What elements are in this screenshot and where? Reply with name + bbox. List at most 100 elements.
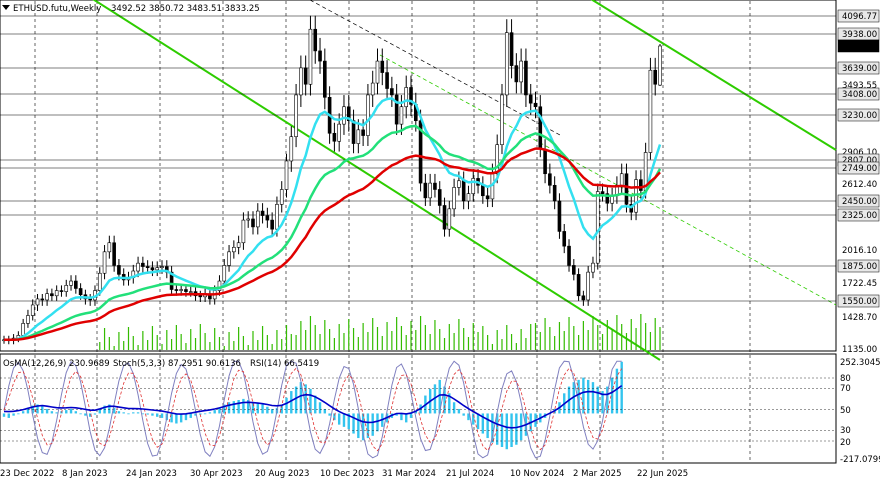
price-candle-body <box>543 148 547 175</box>
price-candle-body <box>284 160 289 190</box>
price-candle-body <box>227 251 231 266</box>
osma-bar <box>208 412 212 414</box>
volume-bar <box>376 327 379 350</box>
volume-bar <box>625 333 628 350</box>
price-tick-text: 3408.00 <box>842 90 877 100</box>
volume-bar <box>434 320 436 350</box>
osma-bar <box>510 413 513 447</box>
volume-bar <box>214 328 216 350</box>
volume-bar <box>424 325 426 350</box>
price-candle-body <box>538 106 543 150</box>
price-candle-body <box>160 266 164 268</box>
price-tick-text: 1428.70 <box>842 313 877 323</box>
price-candle-body <box>308 28 313 85</box>
volume-bar <box>640 314 642 350</box>
osma-bar <box>199 413 202 415</box>
price-axis-label: 3639.00 <box>837 61 880 75</box>
price-candle-body <box>21 323 25 336</box>
volume-bar <box>587 330 589 350</box>
osma-bar <box>179 413 183 423</box>
osma-bar <box>476 413 480 430</box>
volume-bar <box>137 345 139 350</box>
osma-bar <box>69 408 73 414</box>
osma-bar <box>184 413 188 421</box>
volume-bar <box>190 329 192 350</box>
date-tick-label: 22 Jun 2025 <box>637 469 688 479</box>
price-tick-text: 4096.77 <box>842 12 877 22</box>
dropdown-arrow-icon[interactable] <box>2 5 10 10</box>
osma-bar <box>452 402 456 414</box>
price-tick-text: 3938.00 <box>842 30 877 40</box>
indicator-tick-label: 252.3045 <box>840 358 880 368</box>
osma-bar <box>443 386 446 414</box>
osma-bar <box>577 379 580 414</box>
price-candle-body <box>442 205 447 230</box>
osma-bar <box>337 413 341 425</box>
ema-mid-line <box>3 124 662 342</box>
price-candle-body <box>136 262 140 272</box>
price-tick-text: 3493.55 <box>842 81 877 91</box>
osma-bar <box>610 377 614 414</box>
osma-bar <box>620 361 623 414</box>
osma-label: OsMA(12,26,9) 230.9689 <box>3 359 110 369</box>
osma-bar <box>294 386 298 414</box>
indicator-tick-label: 50 <box>840 406 851 416</box>
price-candle-body <box>246 218 251 221</box>
price-candle-body <box>45 293 49 301</box>
osma-bar <box>586 379 590 414</box>
volume-bar <box>367 332 369 350</box>
osma-bar <box>582 377 585 414</box>
price-candle-body <box>50 293 54 297</box>
osma-bar <box>280 404 283 414</box>
price-candle-body <box>600 191 605 194</box>
price-tick-text: 2325.00 <box>842 211 877 221</box>
price-candle-body <box>390 88 394 96</box>
price-candle-body <box>78 288 83 296</box>
volume-bar <box>429 334 431 350</box>
stoch-main-line <box>3 360 622 459</box>
price-candle-body <box>74 280 78 289</box>
volume-bar <box>448 324 450 350</box>
price-candle-body <box>519 60 523 83</box>
price-candle-body <box>557 200 562 232</box>
price-candle-body <box>595 191 600 264</box>
price-pane[interactable] <box>0 0 837 352</box>
osma-bar <box>237 400 240 414</box>
osma-bar <box>98 408 101 414</box>
volume-bar <box>352 328 355 350</box>
price-tick-text: 2612.40 <box>842 180 877 190</box>
price-candle-body <box>30 304 35 316</box>
volume-bar <box>242 336 245 350</box>
price-candle-body <box>394 94 399 125</box>
price-candle-body <box>586 271 590 301</box>
osma-bar <box>36 404 39 414</box>
volume-bar <box>606 320 608 350</box>
price-candle-body <box>581 295 586 301</box>
price-candle-body <box>471 178 476 194</box>
osma-bar <box>400 413 403 421</box>
price-candle-body <box>184 289 188 292</box>
osma-bar <box>227 402 231 414</box>
volume-bar <box>659 327 661 350</box>
price-label-box <box>837 39 880 53</box>
volume-bar <box>472 323 474 350</box>
price-axis-label: 2612.40 <box>842 180 877 190</box>
volume-bar <box>247 345 249 350</box>
price-candle-body <box>504 32 509 96</box>
date-tick-label: 23 Dec 2022 <box>0 469 54 479</box>
price-label-box <box>837 87 880 101</box>
price-candle-body <box>452 187 456 210</box>
ema-slow-line <box>3 147 661 342</box>
osma-bar <box>136 412 140 414</box>
price-candle-body <box>385 72 389 89</box>
price-candle-body <box>457 180 461 188</box>
osma-bar <box>591 382 595 414</box>
price-candle-body <box>619 173 624 186</box>
ohlc-readout: 3492.52 3850.72 3483.51 3833.25 <box>111 4 260 14</box>
price-label-box <box>837 9 880 23</box>
price-candle-body <box>270 219 274 230</box>
price-candle-body <box>370 82 375 96</box>
price-candle-body <box>361 129 365 136</box>
